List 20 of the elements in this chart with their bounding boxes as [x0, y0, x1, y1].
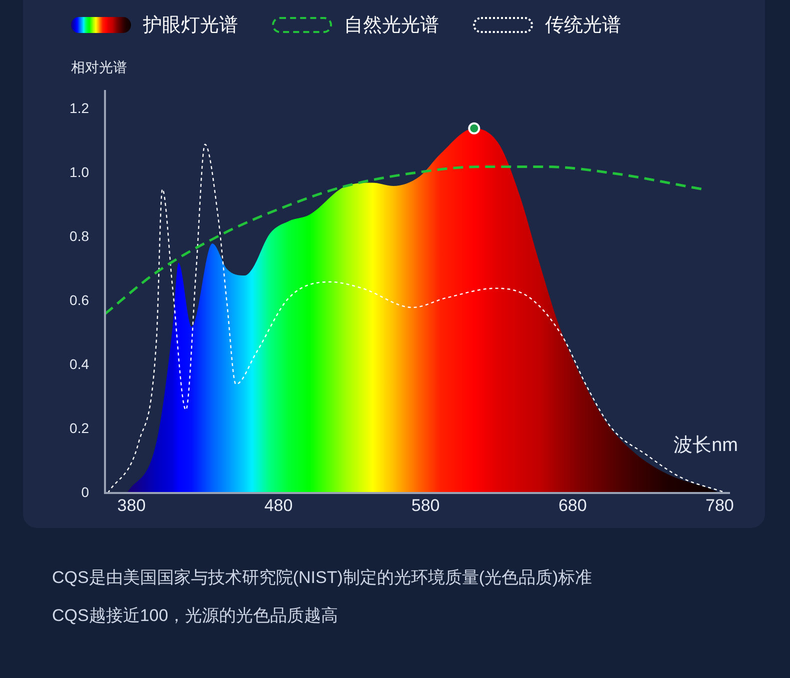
y-tick-label: 1.2 — [70, 100, 90, 116]
y-tick-label: 0 — [81, 484, 90, 500]
legend-label: 传统光谱 — [545, 14, 621, 38]
legend-label: 护眼灯光谱 — [143, 14, 238, 38]
text: CQS是由美国国家与技术研究院(NIST)制定的光环境质量(光色品质)标准 — [52, 567, 592, 589]
x-tick-label: 480 — [264, 496, 293, 515]
y-tick-label: 0.4 — [70, 356, 90, 372]
legend-label: 自然光光谱 — [344, 14, 439, 38]
line-series — [105, 166, 704, 316]
x-tick-label: 580 — [411, 496, 440, 515]
text: CQS越接近100，光源的光色品质越高 — [52, 605, 338, 627]
y-tick-label: 0.2 — [70, 420, 90, 436]
x-axis-title: 波长nm — [674, 435, 738, 456]
y-tick-label: 0.6 — [70, 292, 90, 308]
y-tick-label: 1.0 — [70, 164, 90, 180]
y-tick-label: 0.8 — [70, 228, 90, 244]
x-tick-label: 680 — [558, 496, 587, 515]
x-tick-label: 780 — [706, 496, 734, 515]
y-axis-title: 相对光谱 — [71, 59, 127, 75]
x-tick-label: 380 — [117, 496, 146, 515]
